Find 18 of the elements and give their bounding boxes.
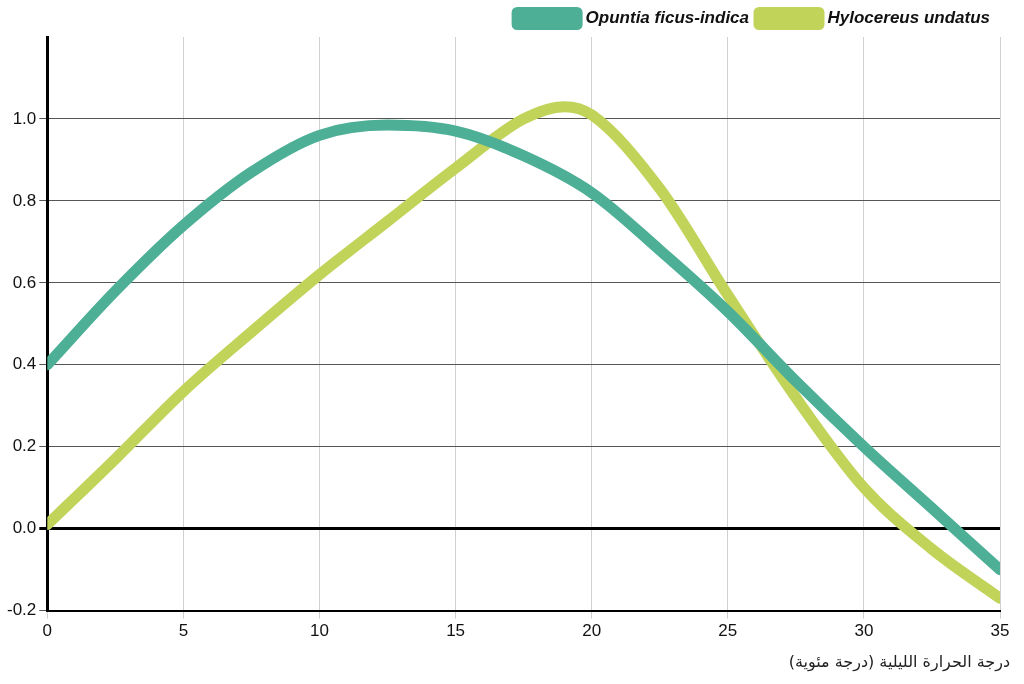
y-tick-label: 0.4 [12,354,37,374]
x-tick-label: 20 [582,621,602,641]
x-tick-label: 0 [42,621,53,641]
x-axis-title: درجة الحرارة الليلية (درجة مئوية) [788,652,1010,671]
legend-label: Hylocereus undatus [827,8,991,28]
y-tick-label: 0.0 [12,518,37,538]
y-tick-label: 1.0 [12,108,37,128]
x-tick-label: 10 [310,621,329,641]
y-tick-label: 0.2 [12,436,37,456]
y-tick-label: -0.2 [7,600,37,620]
x-tick-label: 5 [178,621,189,641]
legend-label: Opuntia ficus-indica [585,8,750,28]
x-tick-label: 15 [446,621,466,641]
y-tick-label: 0.8 [12,190,37,210]
y-tick-label: 0.6 [12,272,37,292]
x-tick-label: 25 [718,621,738,641]
x-tick-label: 30 [854,621,874,641]
x-tick-label: 35 [990,621,1010,641]
